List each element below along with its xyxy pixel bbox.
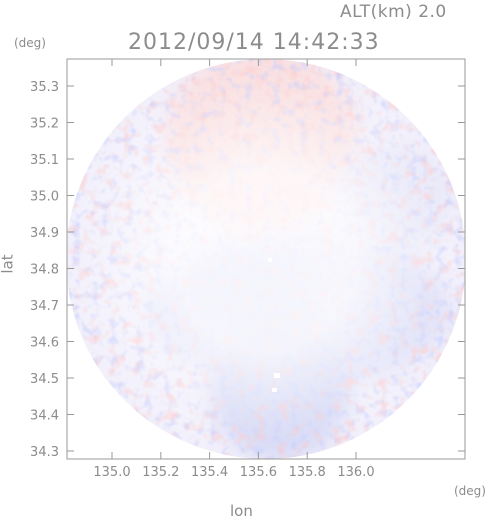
x-axis: 135.0 135.2 135.4 135.6 135.8 136.0 <box>93 59 375 480</box>
y-tick-label: 34.4 <box>30 409 59 424</box>
x-tick-label: 135.8 <box>289 465 326 480</box>
y-tick-label: 34.6 <box>30 336 59 351</box>
x-unit-label: (deg) <box>454 484 486 498</box>
y-tick-label: 34.5 <box>30 372 59 387</box>
timestamp-title: 2012/09/14 14:42:33 <box>128 30 380 55</box>
x-tick-label: 135.0 <box>93 465 130 480</box>
y-tick-label: 34.7 <box>30 299 59 314</box>
y-axis: 35.3 35.2 35.1 35.0 34.9 34.8 34.7 34.6 34.5 34.4… <box>30 80 465 460</box>
plot-frame <box>66 58 466 460</box>
y-tick-label: 34.3 <box>30 445 59 460</box>
y-tick-label: 35.3 <box>30 80 59 95</box>
y-tick-label: 35.0 <box>30 190 59 205</box>
x-tick-label: 135.4 <box>191 465 228 480</box>
radar-disk <box>67 59 465 459</box>
x-tick-label: 135.2 <box>142 465 179 480</box>
y-tick-label: 34.9 <box>30 226 59 241</box>
y-tick-label: 34.8 <box>30 263 59 278</box>
x-tick-label: 136.0 <box>337 465 374 480</box>
y-tick-label: 35.1 <box>30 153 59 168</box>
altitude-label: ALT(km) 2.0 <box>340 2 447 22</box>
x-axis-title: lon <box>230 502 253 520</box>
x-tick-label: 135.6 <box>240 465 277 480</box>
y-tick-label: 35.2 <box>30 117 59 132</box>
y-unit-label: (deg) <box>14 36 46 50</box>
